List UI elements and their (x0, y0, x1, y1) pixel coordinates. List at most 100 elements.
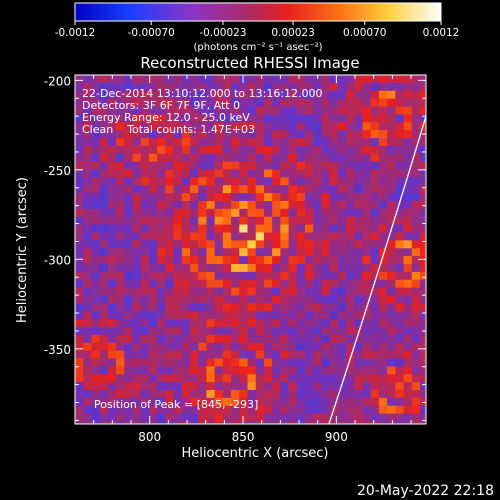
heatmap-cell (346, 145, 355, 155)
heatmap-cell (272, 374, 281, 383)
heatmap-cell (214, 327, 224, 336)
heatmap-cell (272, 161, 281, 171)
heatmap-cell (124, 232, 134, 241)
heatmap-cell (346, 413, 355, 423)
heatmap-cell (329, 327, 339, 336)
heatmap-cell (272, 287, 281, 297)
heatmap-cell (99, 216, 109, 226)
heatmap-cell (190, 90, 199, 100)
heatmap-cell (305, 358, 314, 367)
heatmap-cell (387, 82, 396, 92)
heatmap-cell (165, 256, 175, 265)
heatmap-cell (83, 319, 93, 328)
heatmap-cell (387, 114, 396, 123)
heatmap-cell (190, 311, 199, 320)
heatmap-cell (148, 295, 158, 304)
heatmap-cell (354, 429, 363, 437)
heatmap-cell (165, 334, 175, 344)
heatmap-cell (83, 248, 93, 257)
heatmap-cell (116, 208, 125, 218)
heatmap-cell (395, 350, 405, 360)
heatmap-cell (206, 397, 216, 407)
heatmap-cell (313, 382, 323, 391)
heatmap-cell (395, 122, 405, 131)
heatmap-cell (222, 240, 232, 249)
heatmap-cell (296, 334, 306, 344)
heatmap-cell (321, 208, 331, 218)
heatmap-cell (222, 177, 232, 186)
heatmap-cell (116, 271, 125, 281)
heatmap-cell (99, 342, 109, 352)
heatmap-cell (75, 327, 84, 336)
heatmap-cell (329, 90, 339, 100)
heatmap-cell (83, 138, 93, 147)
heatmap-cell (124, 161, 134, 171)
heatmap-cell (198, 397, 208, 407)
heatmap-cell (206, 271, 216, 281)
heatmap-cell (83, 374, 93, 383)
heatmap-cell (297, 429, 306, 437)
heatmap-cell (198, 303, 208, 312)
heatmap-cell (387, 248, 396, 257)
heatmap-cell (329, 397, 339, 407)
heatmap-cell (239, 264, 249, 273)
heatmap-cell (99, 169, 109, 178)
heatmap-cell (255, 264, 265, 273)
heatmap-cell (75, 240, 84, 249)
heatmap-cell (157, 256, 166, 265)
heatmap-cell (181, 82, 191, 92)
heatmap-cell (116, 334, 125, 344)
heatmap-cell (420, 193, 426, 202)
heatmap-cell (362, 327, 372, 336)
heatmap-cell (247, 279, 257, 289)
heatmap-cell (411, 405, 421, 415)
heatmap-cell (403, 82, 413, 92)
heatmap-cell (420, 106, 426, 115)
heatmap-cell (157, 287, 166, 297)
heatmap-cell (272, 90, 281, 100)
heatmap-cell (75, 177, 84, 186)
heatmap-cell (362, 208, 372, 218)
heatmap-cell (387, 421, 396, 424)
heatmap-cell (337, 138, 347, 147)
heatmap-cell (140, 208, 150, 218)
heatmap-cell (255, 208, 265, 218)
heatmap-cell (222, 169, 232, 178)
heatmap-cell (255, 145, 265, 155)
heatmap-cell (231, 193, 240, 202)
heatmap-cell (378, 82, 388, 92)
heatmap-cell (420, 389, 426, 399)
heatmap-cell (247, 311, 257, 320)
heatmap-cell (247, 90, 257, 100)
heatmap-cell (387, 75, 396, 84)
heatmap-cell (198, 82, 208, 92)
heatmap-cell (165, 153, 175, 163)
heatmap-cell (91, 130, 101, 139)
heatmap-cell (214, 82, 224, 92)
heatmap-cell (305, 248, 314, 257)
heatmap-cell (124, 295, 134, 304)
heatmap-cell (313, 193, 323, 202)
heatmap-cell (337, 224, 347, 234)
heatmap-cell (140, 240, 150, 249)
heatmap-cell (362, 248, 372, 257)
heatmap-cell (231, 240, 240, 249)
heatmap-cell (140, 319, 150, 328)
heatmap-cell (181, 295, 191, 304)
heatmap-cell (132, 342, 142, 352)
heatmap-cell (329, 342, 339, 352)
heatmap-cell (124, 114, 134, 123)
heatmap-cell (107, 177, 117, 186)
heatmap-cell (280, 413, 290, 423)
heatmap-cell (124, 342, 134, 352)
heatmap-cell (247, 122, 257, 131)
heatmap-cell (214, 382, 224, 391)
heatmap-cell (173, 382, 183, 391)
heatmap-cell (75, 153, 84, 163)
heatmap-cell (165, 130, 175, 139)
heatmap-cell (148, 287, 158, 297)
heatmap-cell (255, 374, 265, 383)
heatmap-cell (75, 216, 84, 226)
heatmap-cell (272, 256, 281, 265)
heatmap-cell (107, 311, 117, 320)
